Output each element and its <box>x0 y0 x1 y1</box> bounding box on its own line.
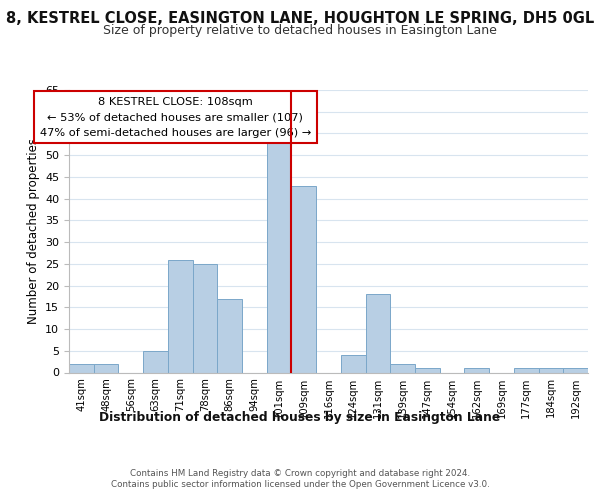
Text: Contains public sector information licensed under the Open Government Licence v3: Contains public sector information licen… <box>110 480 490 489</box>
Text: Contains HM Land Registry data © Crown copyright and database right 2024.: Contains HM Land Registry data © Crown c… <box>130 469 470 478</box>
Bar <box>365 294 390 372</box>
Text: Size of property relative to detached houses in Easington Lane: Size of property relative to detached ho… <box>103 24 497 37</box>
Bar <box>514 368 539 372</box>
Bar <box>341 355 365 372</box>
Bar <box>217 298 242 372</box>
Bar <box>69 364 94 372</box>
Y-axis label: Number of detached properties: Number of detached properties <box>26 138 40 324</box>
Bar <box>292 186 316 372</box>
Bar <box>267 142 292 372</box>
Text: 8 KESTREL CLOSE: 108sqm
← 53% of detached houses are smaller (107)
47% of semi-d: 8 KESTREL CLOSE: 108sqm ← 53% of detache… <box>40 96 311 138</box>
Bar <box>539 368 563 372</box>
Bar <box>464 368 489 372</box>
Text: Distribution of detached houses by size in Easington Lane: Distribution of detached houses by size … <box>100 411 500 424</box>
Bar <box>563 368 588 372</box>
Bar <box>193 264 217 372</box>
Bar <box>168 260 193 372</box>
Bar <box>415 368 440 372</box>
Text: 8, KESTREL CLOSE, EASINGTON LANE, HOUGHTON LE SPRING, DH5 0GL: 8, KESTREL CLOSE, EASINGTON LANE, HOUGHT… <box>6 11 594 26</box>
Bar <box>94 364 118 372</box>
Bar <box>143 351 168 372</box>
Bar <box>390 364 415 372</box>
